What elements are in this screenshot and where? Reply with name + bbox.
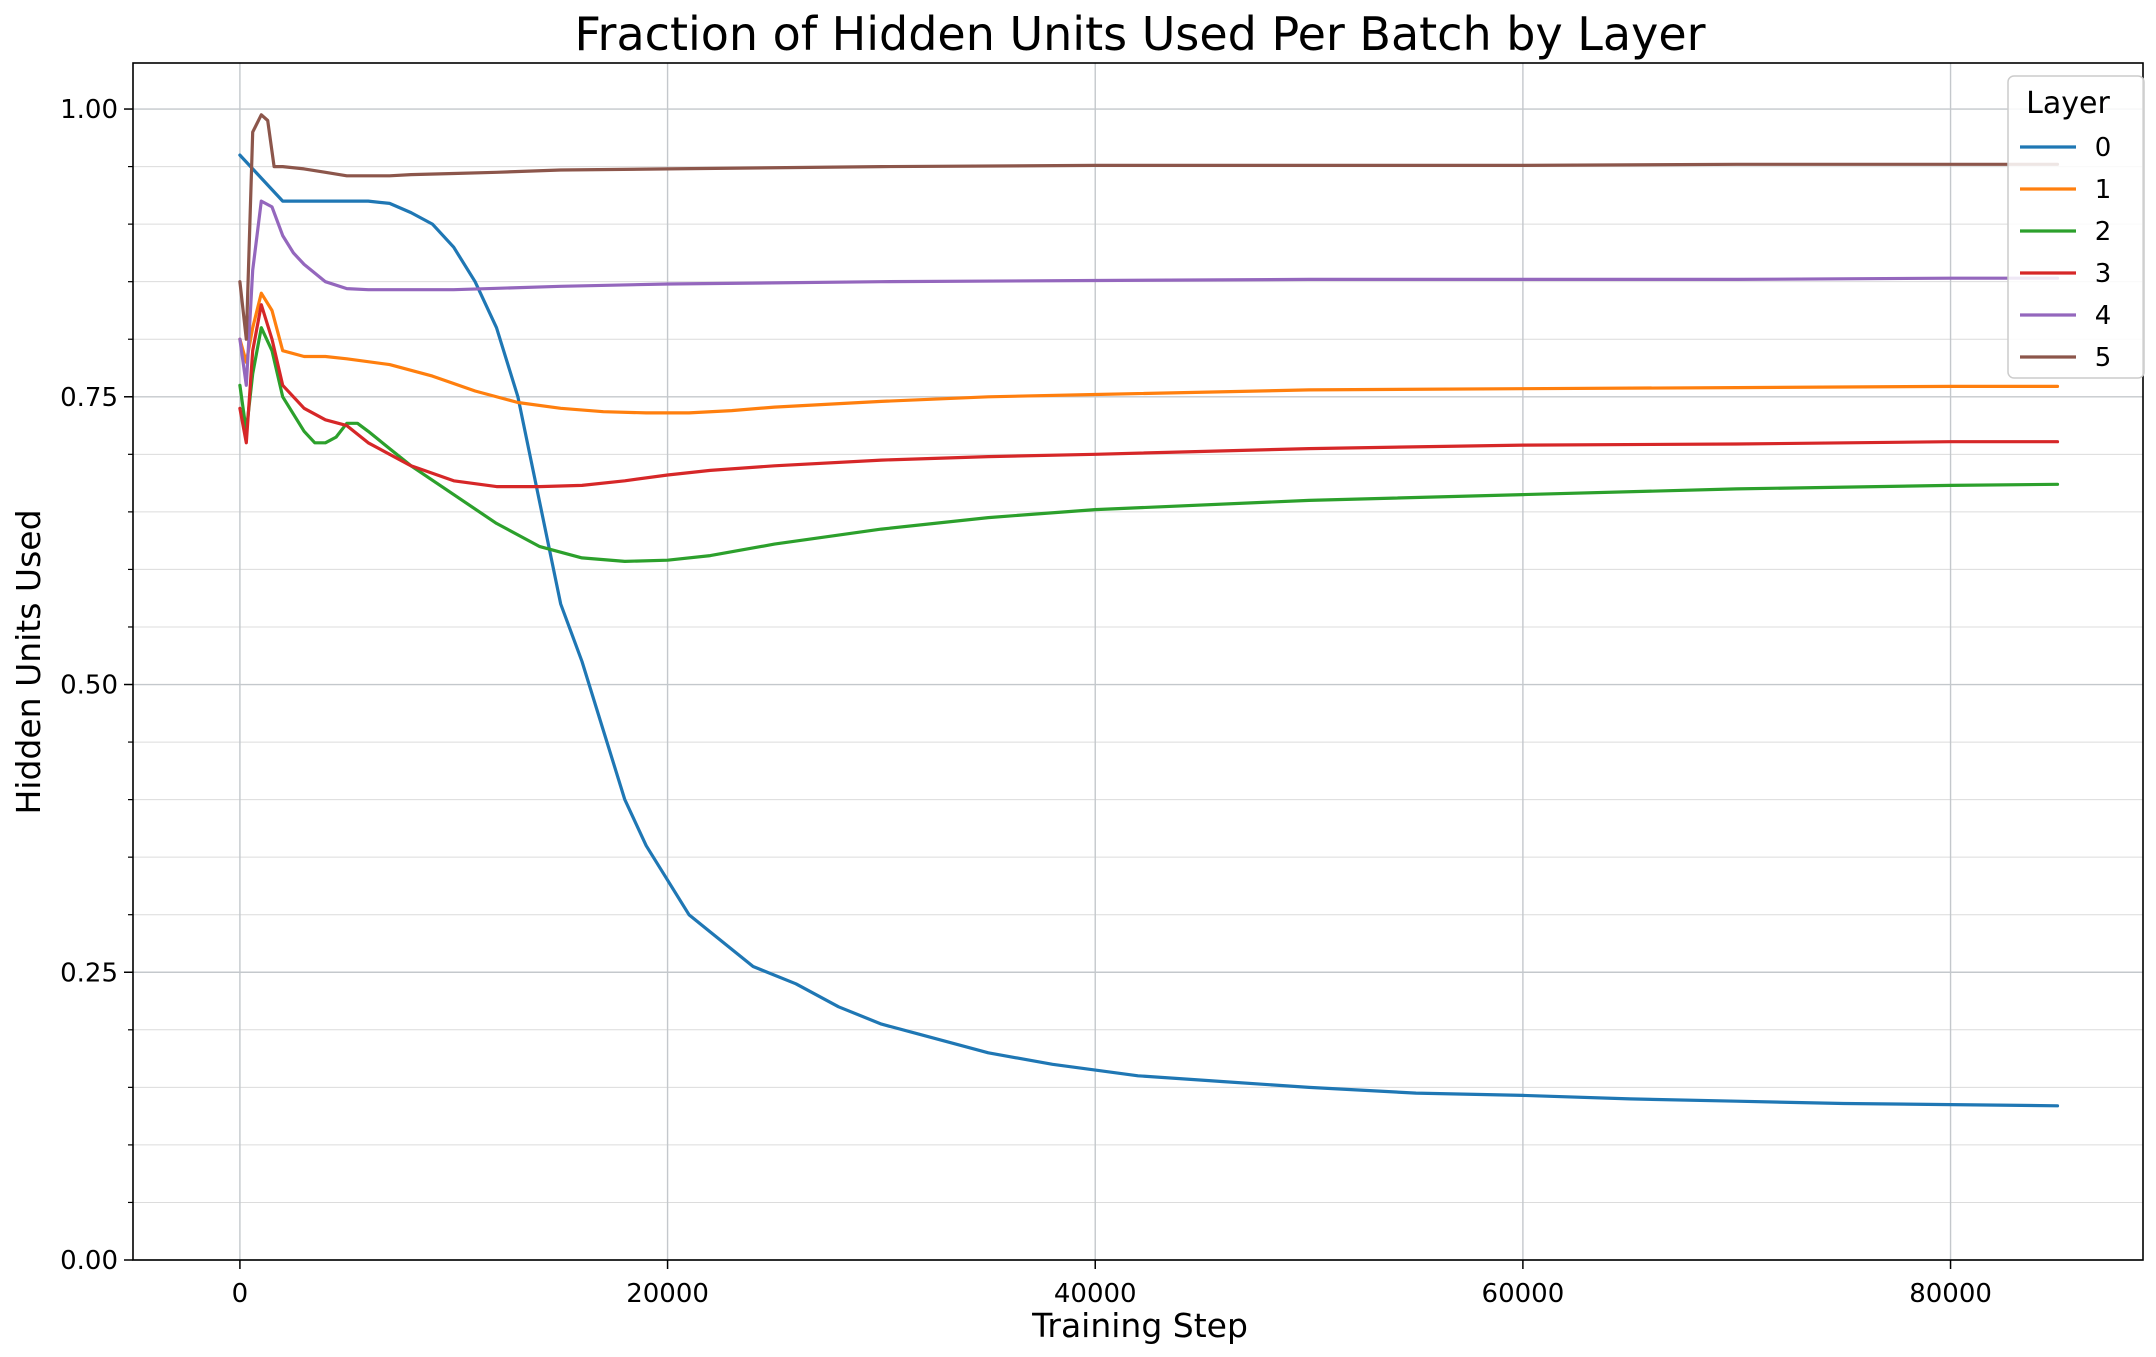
grid-lines bbox=[133, 63, 2143, 1261]
plot-frame bbox=[132, 62, 2144, 1261]
legend-label-layer-1: 1 bbox=[2095, 175, 2112, 205]
series-line-layer-2 bbox=[238, 326, 2060, 564]
y-tick-label: 0.75 bbox=[60, 383, 118, 413]
series-line-layer-5 bbox=[238, 113, 2060, 341]
legend-label-layer-4: 4 bbox=[2095, 301, 2112, 331]
x-tick-label: 20000 bbox=[626, 1279, 709, 1309]
series-line-layer-3 bbox=[238, 303, 2060, 489]
series-lines bbox=[238, 113, 2060, 1108]
legend-label-layer-3: 3 bbox=[2095, 259, 2112, 289]
chart-title: Fraction of Hidden Units Used Per Batch … bbox=[574, 7, 1705, 61]
x-tick-label: 60000 bbox=[1482, 1279, 1565, 1309]
y-axis-label: Hidden Units Used bbox=[9, 509, 48, 814]
y-tick-label: 0.50 bbox=[60, 671, 118, 701]
x-tick-label: 80000 bbox=[1909, 1279, 1992, 1309]
legend-label-layer-2: 2 bbox=[2095, 217, 2112, 247]
legend-label-layer-0: 0 bbox=[2095, 133, 2112, 163]
x-tick-label: 0 bbox=[232, 1279, 249, 1309]
x-axis-ticks: 0 20000 40000 60000 80000 bbox=[232, 1260, 1992, 1309]
y-axis-ticks: 0.00 0.25 0.50 0.75 1.00 bbox=[60, 95, 133, 1276]
legend-box bbox=[2007, 75, 2145, 379]
legend-items: 0 1 2 3 4 5 bbox=[2020, 133, 2111, 373]
y-tick-label: 1.00 bbox=[60, 95, 118, 125]
legend-label-layer-5: 5 bbox=[2095, 343, 2112, 373]
series-line-layer-0 bbox=[238, 153, 2060, 1108]
x-tick-label: 40000 bbox=[1054, 1279, 1137, 1309]
legend-title: Layer bbox=[2026, 86, 2110, 121]
x-axis-label: Training Step bbox=[1031, 1306, 1248, 1345]
legend: Layer 0 1 2 3 4 5 bbox=[2007, 75, 2145, 379]
series-line-layer-1 bbox=[238, 291, 2060, 415]
series-line-layer-4 bbox=[238, 199, 2060, 387]
y-tick-label: 0.00 bbox=[60, 1246, 118, 1276]
y-tick-label: 0.25 bbox=[60, 958, 118, 988]
